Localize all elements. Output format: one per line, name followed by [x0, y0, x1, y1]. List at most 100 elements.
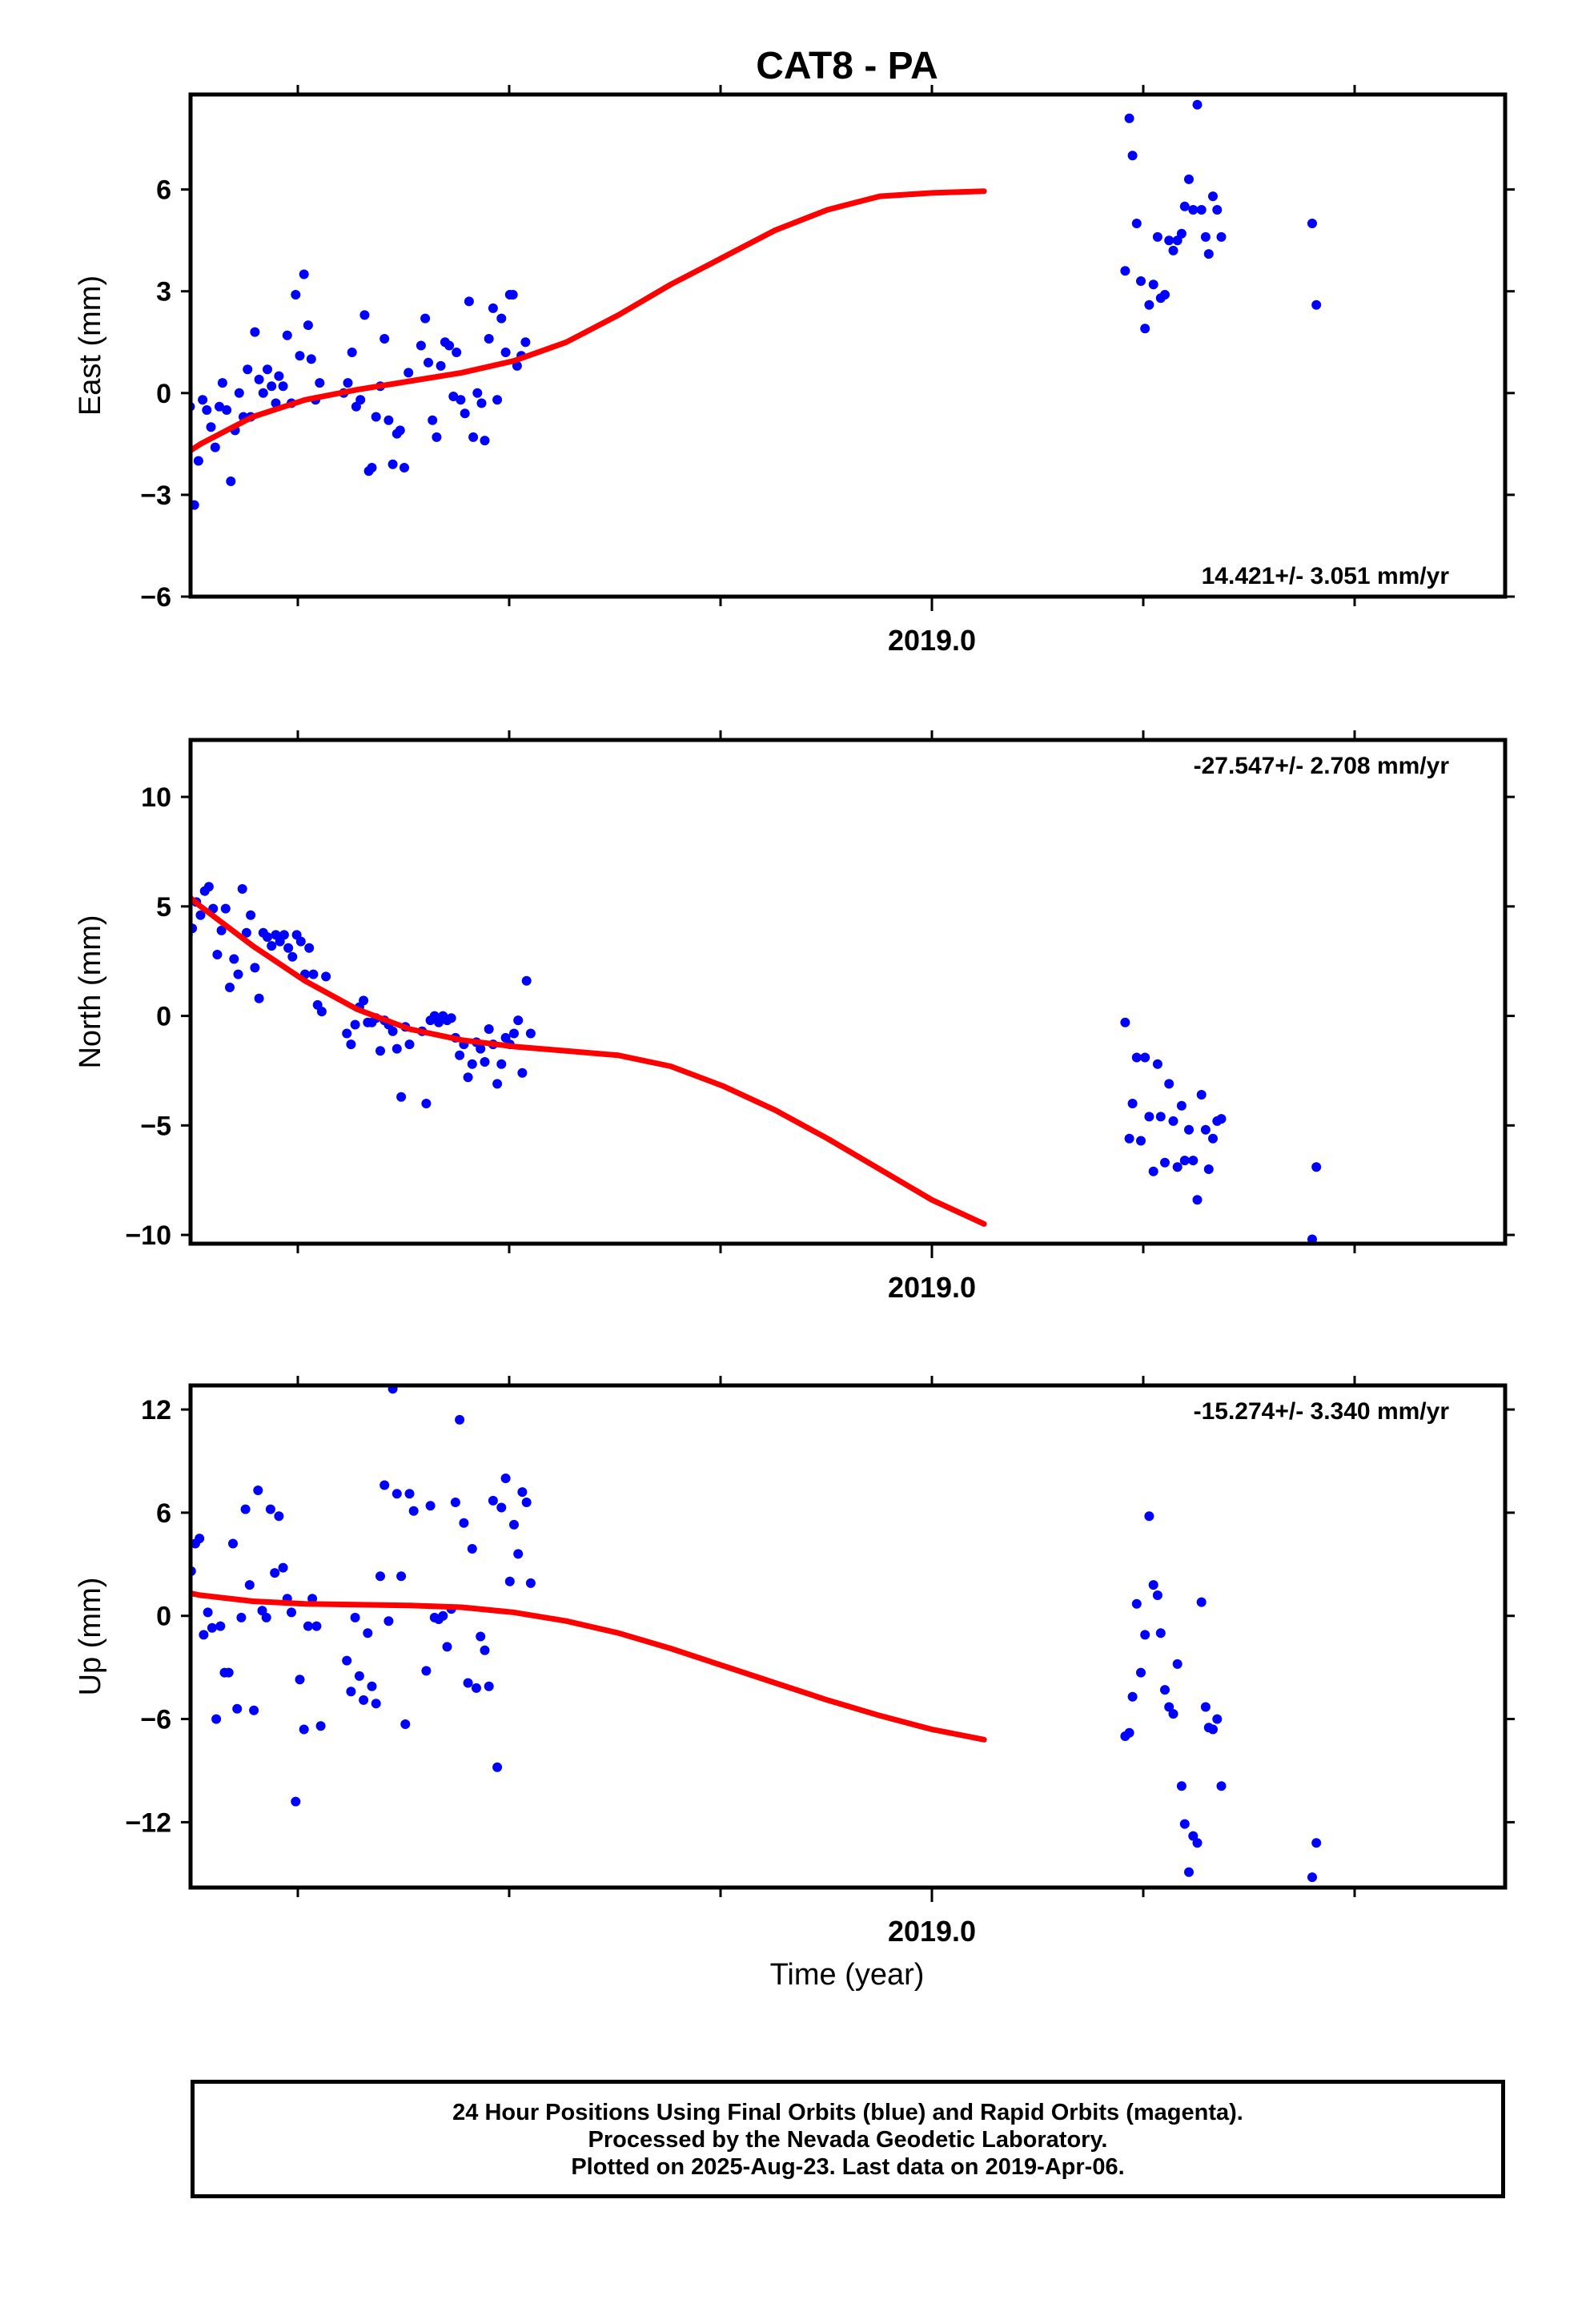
- data-point: [1136, 276, 1146, 286]
- data-point: [222, 405, 232, 415]
- y-tick-label: 0: [156, 1002, 171, 1032]
- data-point: [521, 975, 532, 986]
- data-point: [246, 910, 256, 920]
- y-tick-label: 0: [156, 379, 171, 409]
- data-point: [104, 770, 114, 780]
- data-point: [1144, 300, 1154, 310]
- data-point: [203, 882, 214, 892]
- data-point: [1311, 1838, 1322, 1848]
- data-point: [488, 303, 498, 313]
- data-point: [216, 925, 227, 935]
- caption-box: 24 Hour Positions Using Final Orbits (bl…: [191, 2080, 1505, 2198]
- data-point: [404, 368, 414, 378]
- data-point: [65, 770, 74, 780]
- data-point: [99, 810, 109, 819]
- data-point: [459, 1518, 469, 1528]
- data-point: [1208, 1724, 1218, 1735]
- data-point: [1160, 1685, 1170, 1695]
- data-point: [104, 565, 114, 574]
- data-point: [347, 348, 357, 357]
- data-point: [243, 364, 253, 375]
- data-point: [315, 1721, 326, 1731]
- data-point: [476, 398, 487, 408]
- data-point: [267, 381, 277, 392]
- data-point: [78, 740, 87, 750]
- data-point: [291, 290, 301, 300]
- data-point: [1176, 228, 1186, 239]
- data-point: [215, 401, 224, 412]
- data-point: [267, 941, 277, 951]
- data-point: [1148, 1166, 1158, 1176]
- data-point: [126, 392, 135, 401]
- y-axis-label: Up (mm): [74, 1578, 107, 1696]
- data-point: [107, 1556, 117, 1566]
- data-point: [1216, 1114, 1227, 1124]
- y-tick-label: −6: [140, 582, 171, 613]
- data-point: [95, 470, 105, 480]
- data-point: [136, 1529, 146, 1538]
- data-point: [86, 1559, 96, 1569]
- data-point: [379, 334, 390, 344]
- data-point: [1152, 1590, 1162, 1600]
- fit-line: [191, 1590, 987, 1743]
- data-point: [396, 1571, 407, 1582]
- data-point: [161, 514, 171, 524]
- data-point: [480, 1057, 490, 1067]
- data-point: [1164, 235, 1174, 246]
- data-point: [520, 337, 531, 348]
- data-point: [424, 357, 433, 368]
- data-point: [387, 1026, 398, 1036]
- data-point: [278, 1562, 288, 1573]
- data-point: [350, 1019, 360, 1030]
- y-tick-label: 6: [156, 1498, 171, 1529]
- data-point: [375, 1046, 385, 1056]
- data-point: [179, 913, 189, 923]
- data-point: [241, 927, 251, 938]
- data-point: [174, 460, 183, 469]
- data-point: [244, 1580, 255, 1590]
- data-point: [122, 528, 131, 537]
- data-point: [1124, 113, 1134, 123]
- data-point: [1188, 205, 1199, 215]
- data-point: [517, 1068, 528, 1078]
- y-tick-label: −3: [140, 480, 171, 511]
- data-point: [253, 1486, 263, 1495]
- data-point: [60, 1563, 70, 1573]
- data-point: [488, 1495, 498, 1506]
- panel-3: −12 −6 0 6 12 2019.0 Up (mm) -15.274+/- 3.340 m…: [60, 1376, 1515, 1948]
- data-point: [87, 561, 97, 571]
- data-point: [308, 969, 319, 979]
- plots-canvas: CAT8 - PA −6 −3 0 3 6 2019.0 East (mm) 14.421+/…: [60, 45, 1515, 1992]
- data-point: [178, 1658, 187, 1667]
- data-point: [1131, 219, 1142, 228]
- data-point: [484, 1024, 494, 1034]
- data-point: [452, 348, 462, 357]
- data-point: [94, 1725, 104, 1735]
- data-point: [1176, 1781, 1186, 1791]
- data-point: [74, 753, 83, 762]
- data-point: [70, 781, 79, 790]
- data-point: [279, 930, 289, 940]
- data-point: [304, 943, 315, 953]
- data-point: [343, 378, 353, 388]
- data-point: [425, 1501, 436, 1511]
- y-axis-label: North (mm): [74, 915, 107, 1068]
- data-point: [480, 436, 490, 446]
- data-point: [1212, 1714, 1223, 1724]
- data-point: [442, 1642, 452, 1652]
- data-point: [421, 1666, 432, 1676]
- data-point: [476, 1631, 486, 1642]
- data-point: [234, 388, 244, 398]
- data-point: [1152, 1059, 1162, 1069]
- data-point: [446, 1013, 456, 1023]
- x-tick-label: 2019.0: [888, 624, 976, 657]
- data-point: [455, 1050, 465, 1060]
- data-point: [278, 381, 288, 392]
- data-point: [1164, 1079, 1174, 1089]
- data-point: [163, 923, 172, 933]
- data-point: [1176, 1100, 1186, 1111]
- data-point: [492, 395, 503, 405]
- data-point: [354, 1671, 364, 1681]
- data-point: [513, 1549, 524, 1559]
- data-point: [283, 943, 294, 953]
